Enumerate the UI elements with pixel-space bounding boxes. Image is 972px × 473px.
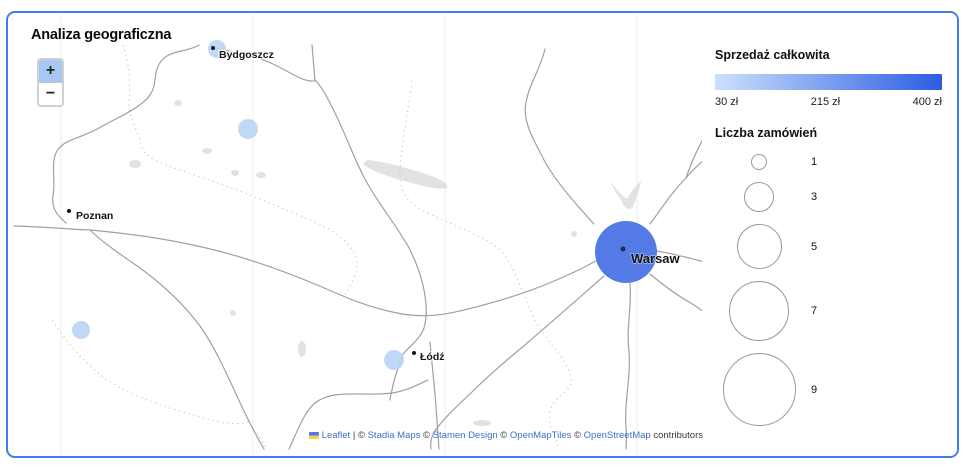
size-value-label: 1	[811, 156, 818, 168]
gradient-min-label: 30 zł	[715, 96, 739, 108]
sales-bubbles	[72, 40, 657, 370]
map-zoom-control: + −	[37, 58, 64, 107]
size-value-label: 7	[811, 305, 818, 317]
zoom-in-button[interactable]: +	[39, 60, 62, 82]
copyright-symbol: ©	[357, 430, 368, 441]
bubble-warsaw[interactable]	[595, 221, 657, 283]
size-legend-row: 5	[715, 224, 945, 269]
openmaptiles-link[interactable]: OpenMapTiles	[509, 430, 572, 441]
size-legend-row: 1	[715, 154, 945, 170]
city-label-warsaw: Warsaw	[631, 251, 681, 266]
contributors-text: contributors	[650, 430, 703, 441]
stamen-design-link[interactable]: Stamen Design	[432, 430, 498, 441]
graticule-lines	[60, 15, 638, 456]
size-value-label: 9	[811, 383, 818, 396]
size-circle-9	[722, 353, 796, 426]
size-legend-row: 3	[715, 182, 945, 212]
city-dot-lodz	[412, 351, 416, 355]
map-container[interactable]: Bydgoszcz Poznan Warsaw Łódź Analiza geo…	[8, 13, 708, 456]
color-gradient-bar	[715, 74, 942, 90]
bubble-central-north[interactable]	[238, 119, 258, 139]
city-markers: Bydgoszcz Poznan Warsaw Łódź	[67, 46, 681, 364]
size-circle-5	[736, 224, 782, 269]
copyright-symbol: ©	[497, 430, 510, 441]
copyright-symbol: ©	[420, 430, 433, 441]
size-value-label: 3	[811, 191, 818, 203]
landcover-patches	[129, 100, 641, 426]
map-canvas: Bydgoszcz Poznan Warsaw Łódź	[13, 15, 708, 456]
stadia-maps-link[interactable]: Stadia Maps	[367, 430, 421, 441]
openstreetmap-link[interactable]: OpenStreetMap	[583, 430, 651, 441]
bubble-bydgoszcz[interactable]	[208, 40, 226, 58]
city-dot-bydgoszcz	[211, 46, 215, 50]
size-legend-row: 9	[715, 353, 945, 426]
gradient-legend-title: Sprzedaż całkowita	[715, 48, 830, 62]
size-value-label: 5	[811, 240, 818, 253]
city-label-bydgoszcz: Bydgoszcz	[219, 49, 274, 61]
ukraine-flag-icon	[308, 432, 319, 439]
leaflet-link[interactable]: Leaflet	[321, 430, 351, 441]
city-label-lodz: Łódź	[420, 351, 445, 363]
map-attribution: Leaflet | © Stadia Maps © Stamen Design …	[308, 430, 703, 441]
city-dot-warsaw	[620, 246, 626, 252]
city-label-poznan: Poznan	[76, 210, 113, 222]
page-title: Analiza geograficzna	[31, 27, 172, 43]
bubble-west[interactable]	[72, 321, 90, 339]
size-circle-1	[751, 154, 767, 170]
bubble-lodz[interactable]	[384, 350, 404, 370]
copyright-symbol: ©	[571, 430, 584, 441]
zoom-out-button[interactable]: −	[39, 82, 62, 105]
boundary-lines	[51, 44, 572, 450]
size-legend-title: Liczba zamówień	[715, 126, 818, 140]
gradient-scale-labels: 30 zł 215 zł 400 zł	[715, 96, 942, 108]
attribution-separator: |	[350, 430, 358, 441]
city-dot-poznan	[67, 209, 71, 213]
size-circle-3	[744, 182, 774, 212]
gradient-mid-label: 215 zł	[810, 96, 841, 108]
size-legend-row: 7	[715, 281, 945, 341]
size-circle-7	[729, 281, 789, 341]
gradient-max-label: 400 zł	[912, 96, 942, 108]
geo-analysis-card: Bydgoszcz Poznan Warsaw Łódź Analiza geo…	[6, 11, 959, 458]
legend-panel: Sprzedaż całkowita 30 zł 215 zł 400 zł L…	[702, 13, 957, 456]
